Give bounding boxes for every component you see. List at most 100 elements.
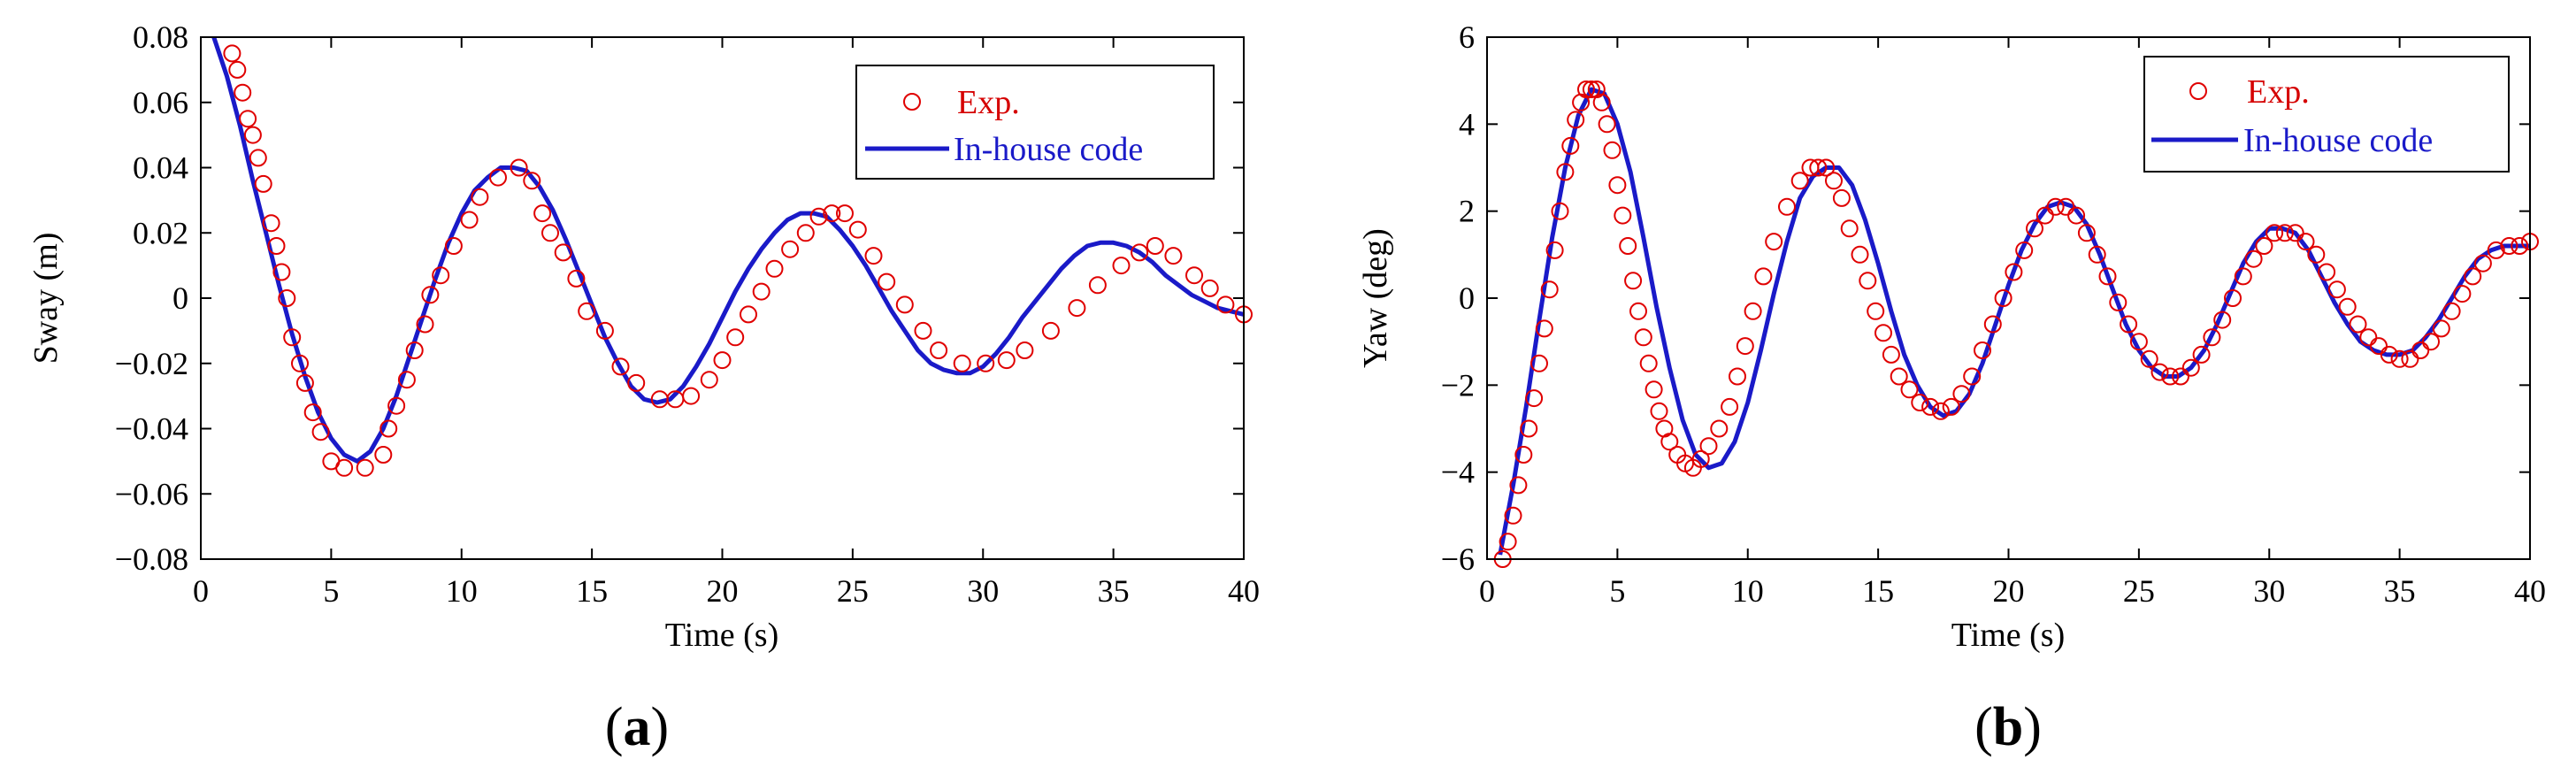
exp-point-a <box>848 220 867 239</box>
y-tick-label-a: −0.04 <box>115 411 188 447</box>
exp-point-a <box>578 302 596 320</box>
exp-point-b <box>2349 315 2367 334</box>
exp-point-b <box>1504 506 1522 525</box>
exp-point-a <box>567 269 586 288</box>
exp-point-b <box>2307 245 2326 264</box>
exp-point-b <box>1639 354 1658 372</box>
exp-point-a <box>997 351 1016 370</box>
exp-point-b <box>2432 319 2450 338</box>
exp-point-a <box>295 373 314 392</box>
exp-point-a <box>387 396 406 415</box>
exp-point-a <box>713 351 732 370</box>
code-series-line-a <box>211 36 1245 464</box>
exp-point-b <box>1983 315 2002 334</box>
x-tick-label-b: 40 <box>2514 573 2546 609</box>
y-tick-label-b: −6 <box>1441 541 1475 577</box>
exp-point-b <box>1545 241 1564 259</box>
exp-point-a <box>895 295 914 314</box>
x-tick-label-a: 0 <box>193 573 209 609</box>
exp-point-a <box>726 328 745 347</box>
panel-label-b-letter: b <box>1993 697 2023 757</box>
exp-point-a <box>380 419 398 438</box>
exp-point-a <box>953 354 971 372</box>
exp-point-b <box>2181 358 2200 377</box>
y-tick-label-a: −0.08 <box>115 541 188 577</box>
exp-point-b <box>1619 237 1637 255</box>
exp-point-b <box>2203 328 2221 347</box>
exp-point-b <box>2318 263 2336 281</box>
exp-point-b <box>2296 233 2315 251</box>
exp-point-a <box>234 83 252 102</box>
exp-point-b <box>1921 397 1940 416</box>
y-tick-label-a: 0.04 <box>133 150 188 186</box>
y-tick-label-b: 2 <box>1459 194 1475 229</box>
exp-point-b <box>2234 267 2252 286</box>
exp-point-b <box>2150 363 2169 381</box>
exp-point-b <box>1509 476 1528 495</box>
exp-point-a <box>1185 266 1203 285</box>
exp-point-b <box>1729 367 1746 386</box>
exp-point-a <box>335 458 354 477</box>
exp-point-a <box>278 289 296 307</box>
x-tick-label-a: 40 <box>1228 573 1260 609</box>
exp-point-a <box>1088 276 1107 295</box>
exp-point-b <box>1629 302 1647 320</box>
exp-point-b <box>1598 115 1616 134</box>
exp-point-b <box>1911 394 1929 411</box>
exp-point-b <box>1514 446 1533 464</box>
exp-point-b <box>2057 197 2075 216</box>
y-tick-label-a: 0.06 <box>133 85 188 120</box>
exp-point-b <box>2464 267 2482 286</box>
exp-point-b <box>2473 254 2492 272</box>
x-tick-label-b: 35 <box>2384 573 2416 609</box>
exp-point-a <box>836 204 854 223</box>
exp-point-b <box>2442 302 2461 320</box>
y-tick-label-a: −0.06 <box>115 476 188 511</box>
exp-point-b <box>2088 245 2106 264</box>
exp-point-a <box>541 224 559 242</box>
legend-label-code-b: In-house code <box>2243 122 2433 159</box>
panel-a-sway: −0.08 −0.06 −0.04 −0.02 0 0.02 0.04 0.06 0.08 0 5… <box>27 19 1260 757</box>
exp-point-a <box>1164 247 1183 265</box>
exp-point-a <box>291 354 309 372</box>
exp-point-b <box>2453 285 2472 303</box>
exp-point-b <box>1840 219 1859 238</box>
panel-label-a-close: ) <box>651 697 670 757</box>
exp-point-b <box>1882 345 1900 364</box>
exp-point-b <box>1890 367 1908 386</box>
exp-point-b <box>1567 111 1585 129</box>
exp-point-b <box>2422 333 2440 351</box>
x-tick-label-b: 5 <box>1609 573 1625 609</box>
exp-point-b <box>2244 249 2263 268</box>
exp-point-b <box>1603 141 1622 159</box>
exp-point-b <box>1634 328 1652 347</box>
x-tick-label-a: 20 <box>707 573 739 609</box>
exp-point-b <box>2067 206 2086 225</box>
exp-point-b <box>2401 349 2419 368</box>
exp-point-a <box>809 207 828 226</box>
exp-point-b <box>1650 402 1668 420</box>
x-tick-label-b: 20 <box>1993 573 2025 609</box>
exp-point-b <box>2275 224 2294 242</box>
exp-point-a <box>752 282 770 301</box>
legend-marker-exp-b <box>2189 82 2207 100</box>
exp-point-b <box>1721 397 1739 416</box>
exp-point-b <box>2411 341 2430 359</box>
exp-point-a <box>249 149 267 167</box>
exp-points-b <box>1493 81 2539 568</box>
exp-point-a <box>1112 257 1131 275</box>
exp-point-b <box>1520 419 1538 438</box>
y-tick-label-b: 0 <box>1459 280 1475 316</box>
exp-point-b <box>1859 272 1877 290</box>
panel-b-yaw: −6 −4 −2 0 2 4 6 0 5 10 15 20 25 30 35 40 Yaw (deg) Ti… <box>1357 19 2546 757</box>
exp-point-a <box>930 341 948 359</box>
x-tick-label-a: 10 <box>446 573 478 609</box>
exp-point-a <box>489 168 507 187</box>
exp-point-b <box>1608 176 1627 195</box>
exp-point-b <box>1577 81 1595 98</box>
exp-point-b <box>1540 280 1559 299</box>
exp-point-b <box>2380 345 2398 364</box>
exp-point-a <box>374 446 393 464</box>
exp-point-a <box>740 305 757 324</box>
exp-point-b <box>1582 81 1600 98</box>
